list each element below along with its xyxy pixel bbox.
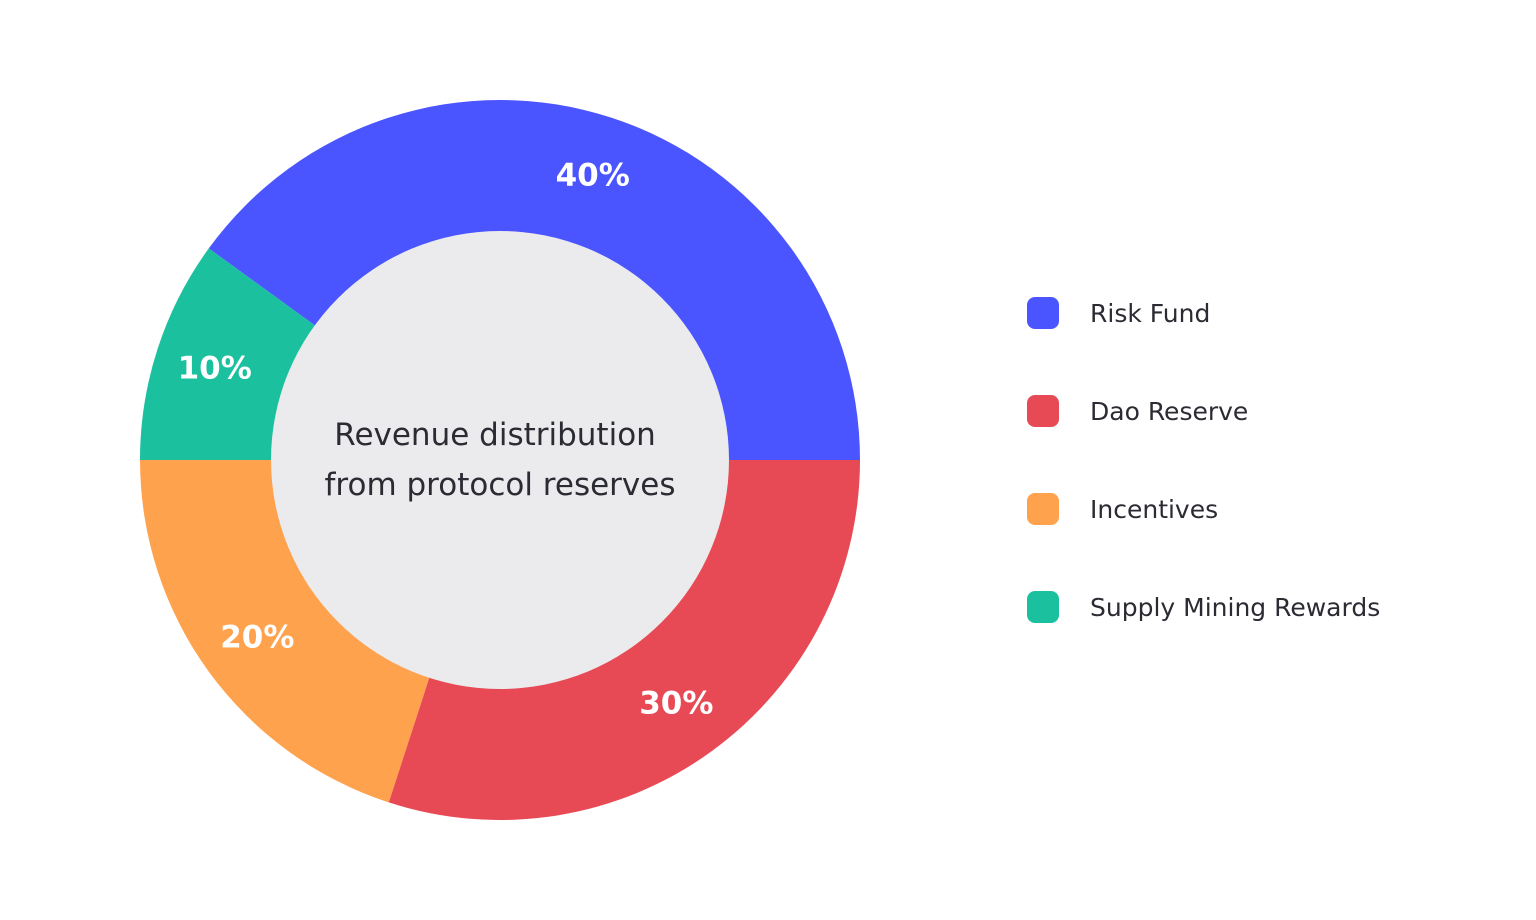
legend-label-risk-fund: Risk Fund bbox=[1090, 298, 1211, 328]
legend-label-incentives: Incentives bbox=[1090, 494, 1219, 524]
donut-chart: 40% 30% 20% 10% Revenue distribution from p… bbox=[140, 100, 860, 821]
legend-label-supply-mining-rewards: Supply Mining Rewards bbox=[1090, 592, 1381, 622]
chart-slice-labels: 40% 30% 20% 10% bbox=[178, 158, 714, 722]
slice-label-supply-mining-rewards: 10% bbox=[178, 350, 252, 386]
chart-title: Revenue distribution from protocol reser… bbox=[325, 417, 676, 503]
legend-swatch-dao-reserve bbox=[1027, 395, 1059, 427]
slice-label-dao-reserve: 30% bbox=[639, 686, 713, 722]
chart-legend: Risk Fund Dao Reserve Incentives Supply … bbox=[1027, 293, 1507, 685]
legend-swatch-supply-mining-rewards bbox=[1027, 591, 1059, 623]
slice-label-risk-fund: 40% bbox=[556, 158, 630, 194]
legend-item-supply-mining-rewards[interactable]: Supply Mining Rewards bbox=[1027, 587, 1507, 627]
chart-title-line-2: from protocol reserves bbox=[325, 467, 676, 503]
legend-item-risk-fund[interactable]: Risk Fund bbox=[1027, 293, 1507, 333]
legend-swatch-incentives bbox=[1027, 493, 1059, 525]
legend-label-dao-reserve: Dao Reserve bbox=[1090, 396, 1249, 426]
legend-item-dao-reserve[interactable]: Dao Reserve bbox=[1027, 391, 1507, 431]
chart-center-hole bbox=[271, 231, 729, 689]
slice-label-incentives: 20% bbox=[220, 619, 294, 655]
legend-item-incentives[interactable]: Incentives bbox=[1027, 489, 1507, 529]
chart-title-line-1: Revenue distribution bbox=[334, 417, 656, 453]
legend-swatch-risk-fund bbox=[1027, 297, 1059, 329]
